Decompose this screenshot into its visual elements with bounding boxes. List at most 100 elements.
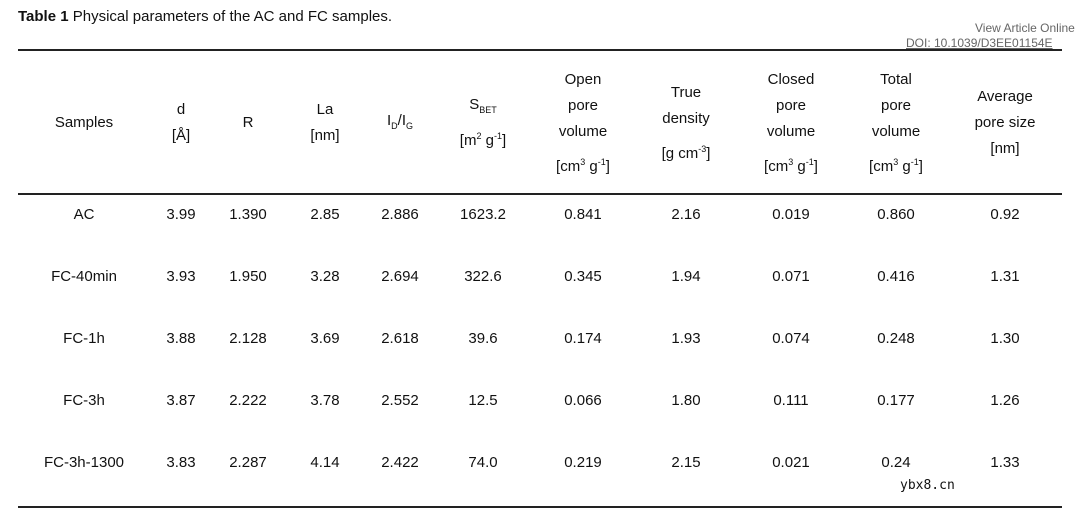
header-text: volume — [766, 122, 816, 140]
header-text: ] — [918, 157, 923, 175]
doi-link[interactable]: DOI: 10.1039/D3EE01154E — [906, 36, 1053, 50]
header-text: [Å] — [171, 127, 191, 144]
subscript: D — [391, 120, 398, 131]
unit: [cm3 g-1] — [764, 149, 818, 180]
caption-text: Physical parameters of the AC and FC sam… — [68, 8, 393, 25]
table-cell: 2.694 — [381, 268, 419, 285]
table-cell: 3.69 — [310, 330, 340, 347]
header-text: g — [481, 132, 494, 149]
header-text: ] — [502, 132, 507, 149]
header-cell: Closed pore volume [cm3 g-1] — [736, 55, 846, 191]
table-cell: 1.390 — [229, 206, 267, 223]
header-cell: SBET [m2 g-1] — [428, 55, 538, 191]
table-cell: 2.886 — [381, 206, 419, 223]
header-text: Total — [880, 70, 912, 88]
table-cell: 39.6 — [468, 330, 498, 347]
table-cell: 74.0 — [468, 454, 498, 471]
superscript: -1 — [494, 131, 503, 141]
header-text: La — [316, 101, 334, 118]
table-cell: 0.345 — [564, 268, 602, 285]
table-cell: 0.416 — [877, 268, 915, 285]
caption: Table 1 Physical parameters of the AC an… — [18, 8, 392, 25]
header-text: [cm — [869, 157, 894, 175]
header-text: ] — [813, 157, 818, 175]
header-cell: Samples — [29, 55, 139, 191]
table-cell: 3.78 — [310, 392, 340, 409]
header-text: [g cm — [661, 144, 699, 162]
table-cell: 3.88 — [166, 330, 196, 347]
header-text: [cm — [764, 157, 789, 175]
table-cell: 3.87 — [166, 392, 196, 409]
header-cell: True density [g cm-3] — [631, 55, 741, 191]
table-cell: 1.80 — [671, 392, 701, 409]
sample-name: FC-40min — [51, 268, 117, 285]
table-cell: 0.92 — [990, 206, 1020, 223]
header-text: ] — [605, 157, 610, 175]
table-cell: 0.019 — [772, 206, 810, 223]
table-cell: 0.074 — [772, 330, 810, 347]
header-text: pore size — [974, 114, 1036, 131]
table-cell: 2.552 — [381, 392, 419, 409]
bottom-rule — [18, 506, 1062, 508]
header-text: g — [793, 157, 806, 175]
subscript: BET — [479, 105, 497, 115]
table-cell: 0.248 — [877, 330, 915, 347]
table-cell: 2.16 — [671, 206, 701, 223]
subscript: G — [406, 120, 414, 131]
caption-label: Table 1 — [18, 8, 69, 25]
table-cell: 2.422 — [381, 454, 419, 471]
table-cell: 0.111 — [773, 392, 809, 409]
table-cell: 0.860 — [877, 206, 915, 223]
header-text: ID/IG — [387, 108, 413, 139]
table-cell: 2.15 — [671, 454, 701, 471]
unit: [m2 g-1] — [460, 123, 506, 154]
header-cell: Open pore volume [cm3 g-1] — [528, 55, 638, 191]
header-text: Open — [564, 70, 602, 88]
table-cell: 2.287 — [229, 454, 267, 471]
header-text: volume — [558, 122, 608, 140]
sample-name: FC-3h-1300 — [43, 454, 125, 471]
table-cell: 0.066 — [564, 392, 602, 409]
header-cell: Average pore size [nm] — [950, 55, 1060, 191]
header-text: volume — [871, 122, 921, 140]
superscript: 3 — [893, 156, 899, 167]
header-text: [nm] — [310, 127, 340, 144]
sample-name: AC — [73, 206, 95, 223]
header-cell: Total pore volume [cm3 g-1] — [841, 55, 951, 191]
header-text: pore — [567, 96, 599, 114]
header-text: g — [898, 157, 911, 175]
table-cell: 2.222 — [229, 392, 267, 409]
header-text: R — [242, 114, 254, 131]
header-cell: ID/IG — [345, 55, 455, 191]
watermark: ybx8.cn — [900, 478, 955, 493]
table-cell: 3.28 — [310, 268, 340, 285]
table-cell: 0.177 — [877, 392, 915, 409]
header-rule — [18, 193, 1062, 195]
view-article-link[interactable]: View Article Online — [975, 21, 1075, 35]
table-cell: 322.6 — [464, 268, 502, 285]
table-cell: 1.94 — [671, 268, 701, 285]
header-text: pore — [880, 96, 912, 114]
superscript: -1 — [805, 156, 814, 167]
header-text: S — [469, 96, 480, 113]
superscript: -3 — [698, 143, 707, 154]
table-cell: 0.219 — [564, 454, 602, 471]
table-cell: 2.85 — [310, 206, 340, 223]
unit: [g cm-3] — [662, 136, 711, 167]
table-cell: 0.021 — [772, 454, 810, 471]
header-text: True — [670, 83, 702, 101]
superscript: 2 — [476, 131, 482, 141]
superscript: -1 — [910, 156, 919, 167]
table-cell: 2.128 — [229, 330, 267, 347]
table-cell: 0.24 — [881, 454, 911, 471]
header-cell: R — [193, 55, 303, 191]
sample-name: FC-1h — [63, 330, 105, 347]
table-cell: 3.93 — [166, 268, 196, 285]
table-cell: 1.26 — [990, 392, 1020, 409]
header-text: Closed — [767, 70, 815, 88]
table-cell: 3.83 — [166, 454, 196, 471]
unit: [cm3 g-1] — [556, 149, 610, 180]
header-text: I — [386, 111, 392, 129]
table-cell: 1623.2 — [460, 206, 506, 223]
